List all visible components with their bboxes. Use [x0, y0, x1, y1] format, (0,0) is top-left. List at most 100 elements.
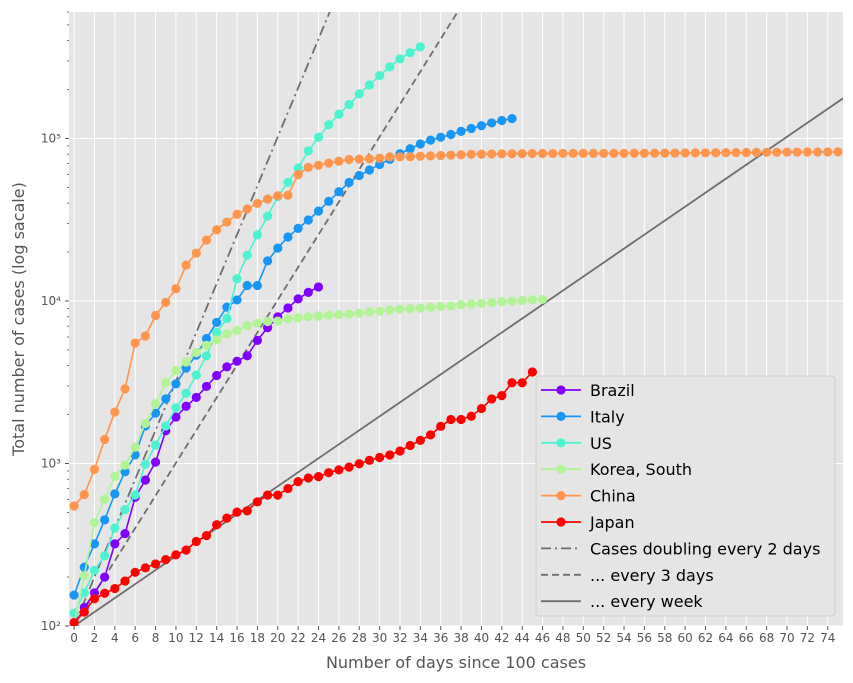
data-point — [334, 310, 344, 320]
data-point — [751, 147, 762, 157]
y-minor-ticks — [67, 11, 69, 578]
data-point — [629, 148, 639, 158]
data-point — [313, 160, 324, 170]
data-point — [242, 280, 252, 291]
data-point — [252, 198, 263, 209]
data-point — [212, 327, 222, 338]
series-japan — [69, 367, 537, 626]
data-point — [79, 490, 89, 500]
legend-swatch-marker — [556, 438, 566, 448]
data-point — [110, 407, 120, 417]
data-point — [436, 421, 446, 431]
data-point — [303, 312, 313, 322]
data-point — [425, 430, 436, 440]
data-point — [110, 539, 120, 549]
data-point — [252, 497, 263, 507]
data-point — [120, 529, 130, 539]
x-tick-label: 36 — [433, 631, 448, 645]
data-point — [425, 151, 436, 161]
data-point — [191, 370, 201, 380]
data-point — [385, 305, 395, 315]
data-point — [466, 411, 476, 421]
data-point — [507, 296, 517, 306]
data-point — [487, 297, 497, 308]
data-point — [222, 362, 232, 372]
legend-box — [535, 375, 836, 617]
data-point — [527, 148, 537, 159]
data-point — [497, 115, 507, 126]
data-point — [130, 490, 140, 500]
data-point — [150, 457, 161, 467]
data-point — [110, 471, 120, 481]
data-point — [110, 523, 120, 533]
data-point — [507, 149, 517, 159]
data-point — [212, 225, 222, 235]
data-point — [120, 505, 130, 515]
data-point — [120, 384, 130, 394]
data-point — [293, 294, 303, 304]
data-point — [100, 588, 110, 598]
data-point — [201, 333, 212, 344]
x-tick-label: 44 — [515, 631, 530, 645]
data-point — [201, 530, 212, 541]
data-point — [456, 150, 466, 160]
data-point — [232, 274, 242, 284]
data-point — [364, 307, 375, 317]
data-point — [792, 147, 802, 157]
data-point — [385, 62, 395, 72]
x-tick-label: 34 — [413, 631, 428, 645]
x-tick-label: 62 — [698, 631, 713, 645]
data-point — [354, 89, 364, 99]
data-point — [436, 132, 446, 142]
data-point — [201, 340, 212, 351]
data-point — [649, 148, 660, 158]
data-point — [150, 559, 161, 569]
data-point — [120, 460, 130, 470]
data-point — [537, 294, 548, 304]
data-point — [161, 555, 171, 565]
data-point — [395, 152, 405, 162]
data-point — [293, 477, 303, 487]
data-point — [222, 513, 232, 523]
data-point — [181, 545, 191, 555]
data-point — [497, 390, 507, 401]
data-point — [375, 452, 385, 463]
data-point — [181, 388, 191, 398]
x-axis-title: Number of days since 100 cases — [326, 653, 586, 672]
data-point — [405, 48, 415, 58]
x-tick-label: 56 — [637, 631, 652, 645]
data-point — [212, 317, 222, 328]
data-point — [110, 583, 120, 594]
x-tick-label: 32 — [392, 631, 407, 645]
data-point — [283, 232, 293, 242]
data-point — [232, 507, 242, 517]
data-point — [466, 299, 476, 309]
data-point — [609, 148, 619, 158]
data-point — [344, 309, 354, 319]
x-tick-label: 50 — [576, 631, 591, 645]
x-tick-label: 26 — [331, 631, 346, 645]
data-point — [476, 121, 487, 131]
data-point — [232, 209, 242, 219]
data-point — [700, 148, 711, 158]
data-point — [201, 381, 212, 392]
data-point — [201, 351, 212, 361]
data-point — [395, 446, 405, 456]
x-tick-label: 12 — [189, 631, 204, 645]
data-point — [79, 588, 89, 598]
data-point — [507, 378, 517, 388]
data-point — [150, 310, 161, 321]
data-point — [334, 156, 344, 166]
data-point — [171, 550, 181, 560]
data-point — [130, 338, 140, 348]
data-point — [354, 170, 364, 181]
x-tick-label: 30 — [372, 631, 387, 645]
data-point — [150, 440, 161, 450]
data-point — [69, 501, 79, 511]
data-point — [313, 472, 324, 482]
y-tick-label: 10⁴ — [41, 294, 61, 308]
data-point — [497, 149, 507, 159]
data-point — [161, 377, 171, 388]
data-point — [405, 144, 415, 154]
data-point — [303, 473, 313, 483]
